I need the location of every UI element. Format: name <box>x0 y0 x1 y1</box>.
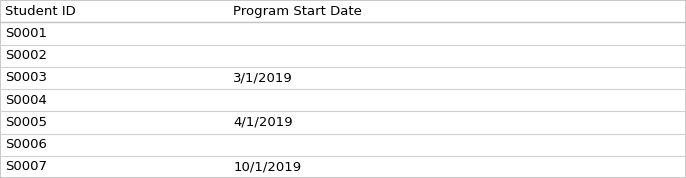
Text: S0005: S0005 <box>5 116 47 129</box>
Text: S0004: S0004 <box>5 94 47 107</box>
Text: Student ID: Student ID <box>5 5 76 18</box>
Text: S0006: S0006 <box>5 138 47 151</box>
Text: Program Start Date: Program Start Date <box>233 5 362 18</box>
Text: S0002: S0002 <box>5 49 47 62</box>
Text: S0001: S0001 <box>5 27 47 40</box>
Text: 4/1/2019: 4/1/2019 <box>233 116 293 129</box>
Text: S0003: S0003 <box>5 71 47 84</box>
Text: S0007: S0007 <box>5 160 47 173</box>
Text: 10/1/2019: 10/1/2019 <box>233 160 301 173</box>
Text: 3/1/2019: 3/1/2019 <box>233 71 293 84</box>
